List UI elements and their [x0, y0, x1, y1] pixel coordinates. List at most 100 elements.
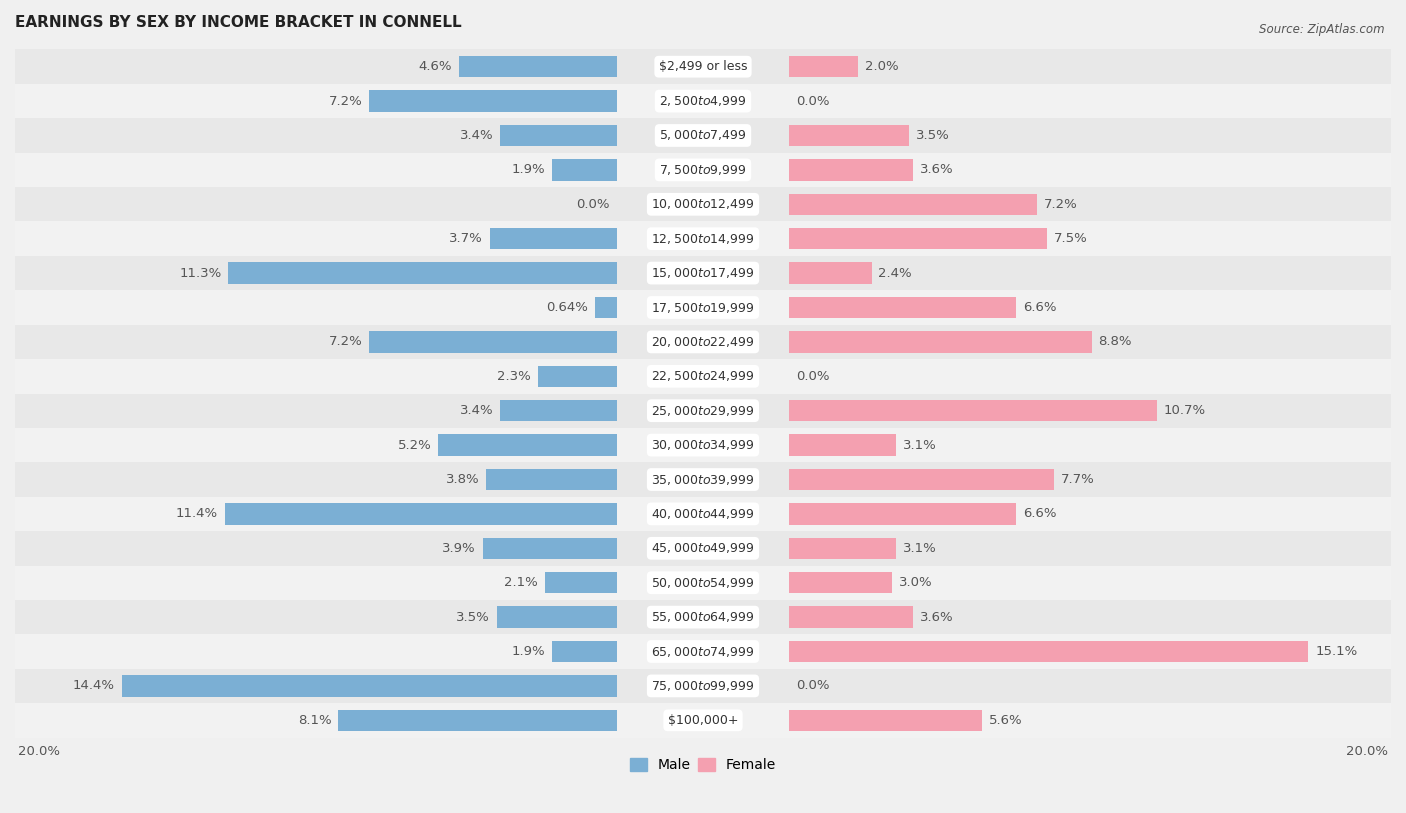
Text: $15,000 to $17,499: $15,000 to $17,499 [651, 266, 755, 280]
Bar [789, 606, 912, 628]
Text: 3.1%: 3.1% [903, 541, 936, 554]
Text: 11.3%: 11.3% [179, 267, 221, 280]
Text: $75,000 to $99,999: $75,000 to $99,999 [651, 679, 755, 693]
Text: $45,000 to $49,999: $45,000 to $49,999 [651, 541, 755, 555]
Text: 2.3%: 2.3% [498, 370, 531, 383]
Bar [15, 703, 1391, 737]
Text: 7.2%: 7.2% [329, 336, 363, 349]
Text: 2.1%: 2.1% [505, 576, 538, 589]
Bar [15, 256, 1391, 290]
Text: $10,000 to $12,499: $10,000 to $12,499 [651, 198, 755, 211]
Bar [370, 331, 617, 353]
Bar [15, 634, 1391, 669]
Bar [15, 463, 1391, 497]
Text: 3.9%: 3.9% [443, 541, 477, 554]
Text: $7,500 to $9,999: $7,500 to $9,999 [659, 163, 747, 177]
Bar [789, 469, 1054, 490]
Text: 3.6%: 3.6% [920, 163, 953, 176]
Text: 14.4%: 14.4% [73, 680, 115, 693]
Text: 1.9%: 1.9% [512, 645, 544, 658]
Text: $2,499 or less: $2,499 or less [659, 60, 747, 73]
Bar [789, 537, 896, 559]
Bar [789, 297, 1017, 318]
Bar [789, 641, 1309, 662]
Bar [15, 428, 1391, 463]
Text: 3.7%: 3.7% [449, 233, 482, 246]
Text: $17,500 to $19,999: $17,500 to $19,999 [651, 301, 755, 315]
Text: 0.0%: 0.0% [796, 680, 830, 693]
Text: 0.0%: 0.0% [796, 94, 830, 107]
Bar [789, 56, 858, 77]
Text: Source: ZipAtlas.com: Source: ZipAtlas.com [1260, 23, 1385, 36]
Bar [486, 469, 617, 490]
Bar [15, 393, 1391, 428]
Bar [15, 669, 1391, 703]
Text: $22,500 to $24,999: $22,500 to $24,999 [651, 369, 755, 383]
Text: 3.4%: 3.4% [460, 404, 494, 417]
Text: 10.7%: 10.7% [1164, 404, 1206, 417]
Text: 3.4%: 3.4% [460, 129, 494, 142]
Text: $55,000 to $64,999: $55,000 to $64,999 [651, 610, 755, 624]
Text: 0.64%: 0.64% [546, 301, 588, 314]
Text: 7.2%: 7.2% [1043, 198, 1077, 211]
Bar [15, 324, 1391, 359]
Bar [789, 193, 1036, 215]
Text: 8.1%: 8.1% [298, 714, 332, 727]
Bar [789, 434, 896, 456]
Text: 20.0%: 20.0% [18, 745, 60, 758]
Bar [439, 434, 617, 456]
Bar [489, 228, 617, 250]
Text: 7.5%: 7.5% [1054, 233, 1088, 246]
Text: 11.4%: 11.4% [176, 507, 218, 520]
Text: 0.0%: 0.0% [796, 370, 830, 383]
Bar [15, 531, 1391, 566]
Bar [595, 297, 617, 318]
Text: 3.8%: 3.8% [446, 473, 479, 486]
Bar [789, 572, 893, 593]
Text: 2.4%: 2.4% [879, 267, 912, 280]
Bar [501, 125, 617, 146]
Text: EARNINGS BY SEX BY INCOME BRACKET IN CONNELL: EARNINGS BY SEX BY INCOME BRACKET IN CON… [15, 15, 461, 30]
Text: $100,000+: $100,000+ [668, 714, 738, 727]
Text: 3.5%: 3.5% [917, 129, 950, 142]
Bar [538, 366, 617, 387]
Text: 6.6%: 6.6% [1024, 301, 1056, 314]
Bar [370, 90, 617, 111]
Text: 7.2%: 7.2% [329, 94, 363, 107]
Bar [789, 503, 1017, 524]
Bar [15, 566, 1391, 600]
Text: 7.7%: 7.7% [1060, 473, 1094, 486]
Text: 1.9%: 1.9% [512, 163, 544, 176]
Bar [551, 641, 617, 662]
Bar [15, 187, 1391, 221]
Bar [15, 497, 1391, 531]
Bar [339, 710, 617, 731]
Text: 0.0%: 0.0% [576, 198, 610, 211]
Text: 3.0%: 3.0% [898, 576, 932, 589]
Text: $50,000 to $54,999: $50,000 to $54,999 [651, 576, 755, 589]
Text: $5,000 to $7,499: $5,000 to $7,499 [659, 128, 747, 142]
Text: 20.0%: 20.0% [1346, 745, 1388, 758]
Bar [15, 600, 1391, 634]
Bar [789, 710, 981, 731]
Text: 3.1%: 3.1% [903, 438, 936, 451]
Text: 5.2%: 5.2% [398, 438, 432, 451]
Text: $40,000 to $44,999: $40,000 to $44,999 [651, 507, 755, 521]
Text: $35,000 to $39,999: $35,000 to $39,999 [651, 472, 755, 486]
Bar [15, 119, 1391, 153]
Bar [789, 263, 872, 284]
Text: $20,000 to $22,499: $20,000 to $22,499 [651, 335, 755, 349]
Bar [225, 503, 617, 524]
Bar [15, 221, 1391, 256]
Text: 8.8%: 8.8% [1098, 336, 1132, 349]
Bar [122, 676, 617, 697]
Text: 15.1%: 15.1% [1316, 645, 1358, 658]
Text: $12,500 to $14,999: $12,500 to $14,999 [651, 232, 755, 246]
Text: 2.0%: 2.0% [865, 60, 898, 73]
Bar [789, 331, 1091, 353]
Bar [15, 50, 1391, 84]
Text: 3.6%: 3.6% [920, 611, 953, 624]
Bar [15, 359, 1391, 393]
Bar [482, 537, 617, 559]
Bar [789, 400, 1157, 421]
